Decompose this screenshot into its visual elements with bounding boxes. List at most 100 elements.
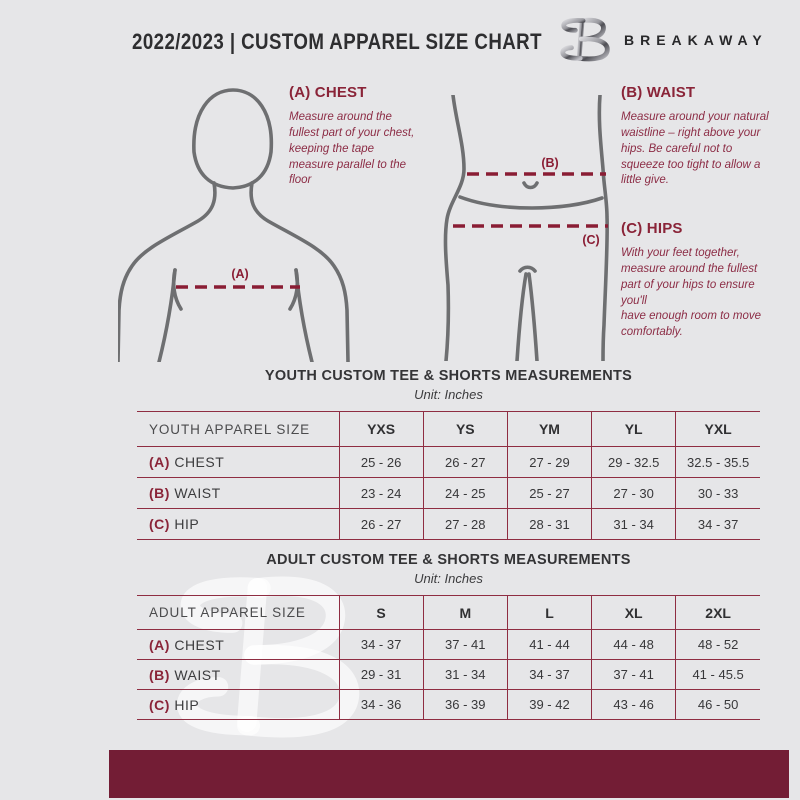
measurement-row: (B) WAIST 23 - 24 24 - 25 25 - 27 27 - 30 30 … xyxy=(137,477,760,509)
measurement-letter-prefix: (B) xyxy=(149,485,170,501)
measurement-row: (A) CHEST 25 - 26 26 - 27 27 - 29 29 - 32.5 3… xyxy=(137,446,760,478)
youth-size-table: YOUTH APPAREL SIZE YXS YS YM YL YXL (A) CHEST… xyxy=(137,411,760,540)
size-range-cell: 31 - 34 xyxy=(422,659,508,690)
left-inner-arm-line xyxy=(157,268,177,362)
youth-section: YOUTH CUSTOM TEE & SHORTS MEASUREMENTS U… xyxy=(137,368,760,540)
measurement-letter-prefix: (B) xyxy=(149,666,170,683)
measurement-letter-prefix: (A) xyxy=(149,636,170,653)
size-range-cell: 24 - 25 xyxy=(422,477,508,509)
size-range-cell: 28 - 31 xyxy=(506,508,592,540)
measurement-letter-prefix: (A) xyxy=(149,454,170,470)
size-range-cell: 27 - 30 xyxy=(591,477,676,509)
size-label-column-header: YOUTH APPAREL SIZE xyxy=(149,421,310,437)
size-range-cell: 43 - 46 xyxy=(591,689,676,720)
size-range-cell: 23 - 24 xyxy=(338,477,424,509)
size-column-header: M xyxy=(422,595,508,630)
navel-mark xyxy=(522,181,539,190)
measurement-row: (C) HIP 34 - 36 36 - 39 39 - 42 43 - 46 46 - … xyxy=(137,689,760,720)
chest-instruction-text: Measure around the fullest part of your … xyxy=(289,111,415,187)
adult-table-unit: Unit: Inches xyxy=(414,571,483,586)
size-range-cell: 36 - 39 xyxy=(422,689,508,720)
hips-instruction-heading: (C) HIPS xyxy=(621,220,683,237)
chest-instruction: (A) CHEST Measure around the fullest par… xyxy=(289,84,421,189)
size-column-header: XL xyxy=(591,595,676,630)
right-shoulder-outline xyxy=(249,181,350,362)
hips-instruction: (C) HIPS With your feet together, measur… xyxy=(621,220,777,341)
size-range-cell: 27 - 28 xyxy=(422,508,508,540)
measurement-row-label: (B) WAIST xyxy=(149,485,221,501)
measurement-row-label: (C) HIP xyxy=(149,516,200,532)
chest-instruction-heading: (A) CHEST xyxy=(289,84,367,101)
left-leg-line xyxy=(515,272,528,361)
size-range-cell: 34 - 37 xyxy=(506,659,592,690)
size-range-cell: 39 - 42 xyxy=(506,689,592,720)
measurement-row: (B) WAIST 29 - 31 31 - 34 34 - 37 37 - 41 41 … xyxy=(137,659,760,690)
size-range-cell: 34 - 36 xyxy=(338,689,424,720)
size-range-cell: 34 - 37 xyxy=(338,629,424,660)
size-label-column-header: ADULT APPAREL SIZE xyxy=(149,605,306,620)
waist-hips-diagram: (B) (C) xyxy=(443,95,609,361)
size-range-cell: 29 - 31 xyxy=(338,659,424,690)
size-range-cell: 37 - 41 xyxy=(591,659,676,690)
measurement-letter-prefix: (C) xyxy=(149,696,170,713)
size-range-cell: 32.5 - 35.5 xyxy=(675,446,760,478)
brand-name: BREAKAWAY xyxy=(624,32,768,48)
measurement-row-label: (B) WAIST xyxy=(149,666,221,683)
size-range-cell: 48 - 52 xyxy=(675,629,760,660)
size-range-cell: 27 - 29 xyxy=(506,446,592,478)
youth-table-title: YOUTH CUSTOM TEE & SHORTS MEASUREMENTS xyxy=(264,368,633,384)
waistband-curve xyxy=(458,195,604,210)
size-column-header: 2XL xyxy=(675,595,760,630)
measurement-row-label: (A) CHEST xyxy=(149,636,225,653)
measurement-row: (C) HIP 26 - 27 27 - 28 28 - 31 31 - 34 34 - … xyxy=(137,508,760,540)
page-title: 2022/2023 | CUSTOM APPAREL SIZE CHART xyxy=(132,29,542,54)
crotch-crease xyxy=(518,265,537,273)
chest-line-label: (A) xyxy=(231,267,248,281)
measurement-row: (A) CHEST 34 - 37 37 - 41 41 - 44 44 - 48 48 … xyxy=(137,629,760,660)
measurement-row-label: (A) CHEST xyxy=(149,454,225,470)
size-column-header: YXL xyxy=(675,411,760,447)
size-column-header: S xyxy=(338,595,424,630)
size-range-cell: 26 - 27 xyxy=(422,446,508,478)
right-inner-arm-line xyxy=(294,268,314,362)
youth-table-unit: Unit: Inches xyxy=(414,387,483,402)
right-leg-line xyxy=(527,272,539,361)
waist-instruction: (B) WAIST Measure around your natural wa… xyxy=(621,84,777,189)
size-range-cell: 25 - 27 xyxy=(506,477,592,509)
head-outline xyxy=(192,88,274,190)
size-range-cell: 41 - 44 xyxy=(506,629,592,660)
size-column-header: YM xyxy=(506,411,592,447)
size-range-cell: 25 - 26 xyxy=(338,446,424,478)
waist-instruction-heading: (B) WAIST xyxy=(621,84,696,101)
left-shoulder-outline xyxy=(118,181,217,362)
measurement-row-label: (C) HIP xyxy=(149,696,200,713)
size-range-cell: 30 - 33 xyxy=(675,477,760,509)
adult-table-title: ADULT CUSTOM TEE & SHORTS MEASUREMENTS xyxy=(266,552,631,568)
size-range-cell: 31 - 34 xyxy=(591,508,676,540)
size-range-cell: 29 - 32.5 xyxy=(591,446,676,478)
size-range-cell: 34 - 37 xyxy=(675,508,760,540)
size-range-cell: 46 - 50 xyxy=(675,689,760,720)
measurement-letter-prefix: (C) xyxy=(149,516,170,532)
size-column-header: L xyxy=(506,595,592,630)
footer-bar xyxy=(109,750,789,798)
youth-header-row: YOUTH APPAREL SIZE YXS YS YM YL YXL xyxy=(137,411,760,447)
chest-diagram: (A) xyxy=(118,88,350,362)
hips-line-label: (C) xyxy=(582,233,599,247)
breakaway-logo-icon xyxy=(560,17,610,62)
adult-header-row: ADULT APPAREL SIZE S M L XL 2XL xyxy=(137,595,760,630)
size-range-cell: 41 - 45.5 xyxy=(675,659,760,690)
size-column-header: YL xyxy=(591,411,676,447)
waist-instruction-text: Measure around your natural waistline – … xyxy=(621,111,769,187)
size-range-cell: 26 - 27 xyxy=(338,508,424,540)
adult-size-table: ADULT APPAREL SIZE S M L XL 2XL (A) CHEST 34 -… xyxy=(137,595,760,720)
hips-instruction-text: With your feet together, measure around … xyxy=(621,247,762,339)
adult-section: ADULT CUSTOM TEE & SHORTS MEASUREMENTS U… xyxy=(137,552,760,720)
size-range-cell: 37 - 41 xyxy=(422,629,508,660)
size-column-header: YS xyxy=(422,411,508,447)
size-column-header: YXS xyxy=(338,411,424,447)
right-hip-outline xyxy=(597,95,609,361)
size-range-cell: 44 - 48 xyxy=(591,629,676,660)
left-hip-outline xyxy=(443,95,466,361)
